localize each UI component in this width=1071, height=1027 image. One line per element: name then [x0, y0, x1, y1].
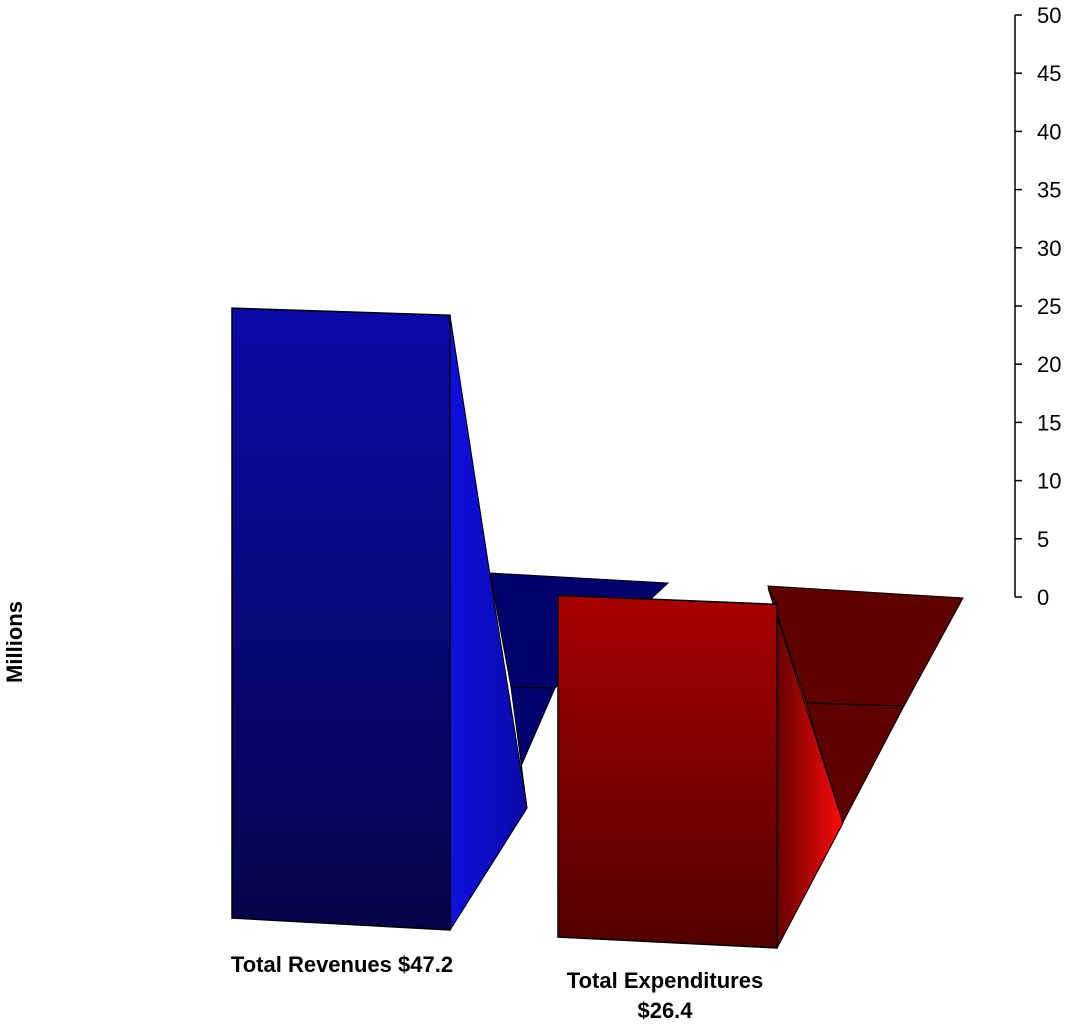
- y-tick-label: 35: [1037, 178, 1061, 203]
- y-tick-label: 0: [1037, 585, 1049, 610]
- y-tick-label: 45: [1037, 61, 1061, 86]
- bar-expenditures-floor-seam: [805, 702, 905, 707]
- y-tick-label: 25: [1037, 294, 1061, 319]
- y-tick-label: 40: [1037, 119, 1061, 144]
- bar-total-expenditures: [557, 585, 964, 949]
- y-tick-label: 20: [1037, 352, 1061, 377]
- y-axis-title: Millions: [2, 601, 27, 683]
- bar-revenues-front-face: [231, 307, 451, 931]
- y-axis-ticks: 0 5 10 15 20 25 30 35 40 45 50: [1015, 3, 1061, 610]
- y-tick-label: 10: [1037, 469, 1061, 494]
- category-label-revenues: Total Revenues $47.2: [231, 952, 453, 977]
- category-label-line: $26.4: [637, 998, 693, 1022]
- y-tick-label: 5: [1037, 527, 1049, 552]
- category-label-expenditures: Total Expenditures $26.4: [567, 968, 763, 1022]
- category-label-line: Total Expenditures: [567, 968, 763, 993]
- bar-expenditures-front-face: [557, 594, 778, 949]
- y-tick-label: 50: [1037, 3, 1061, 28]
- y-tick-label: 15: [1037, 410, 1061, 435]
- y-tick-label: 30: [1037, 236, 1061, 261]
- y-axis: 0 5 10 15 20 25 30 35 40 45 50: [1014, 3, 1061, 610]
- bar-revenues-floor-seam: [510, 686, 556, 689]
- category-label-line: Total Revenues $47.2: [231, 952, 453, 977]
